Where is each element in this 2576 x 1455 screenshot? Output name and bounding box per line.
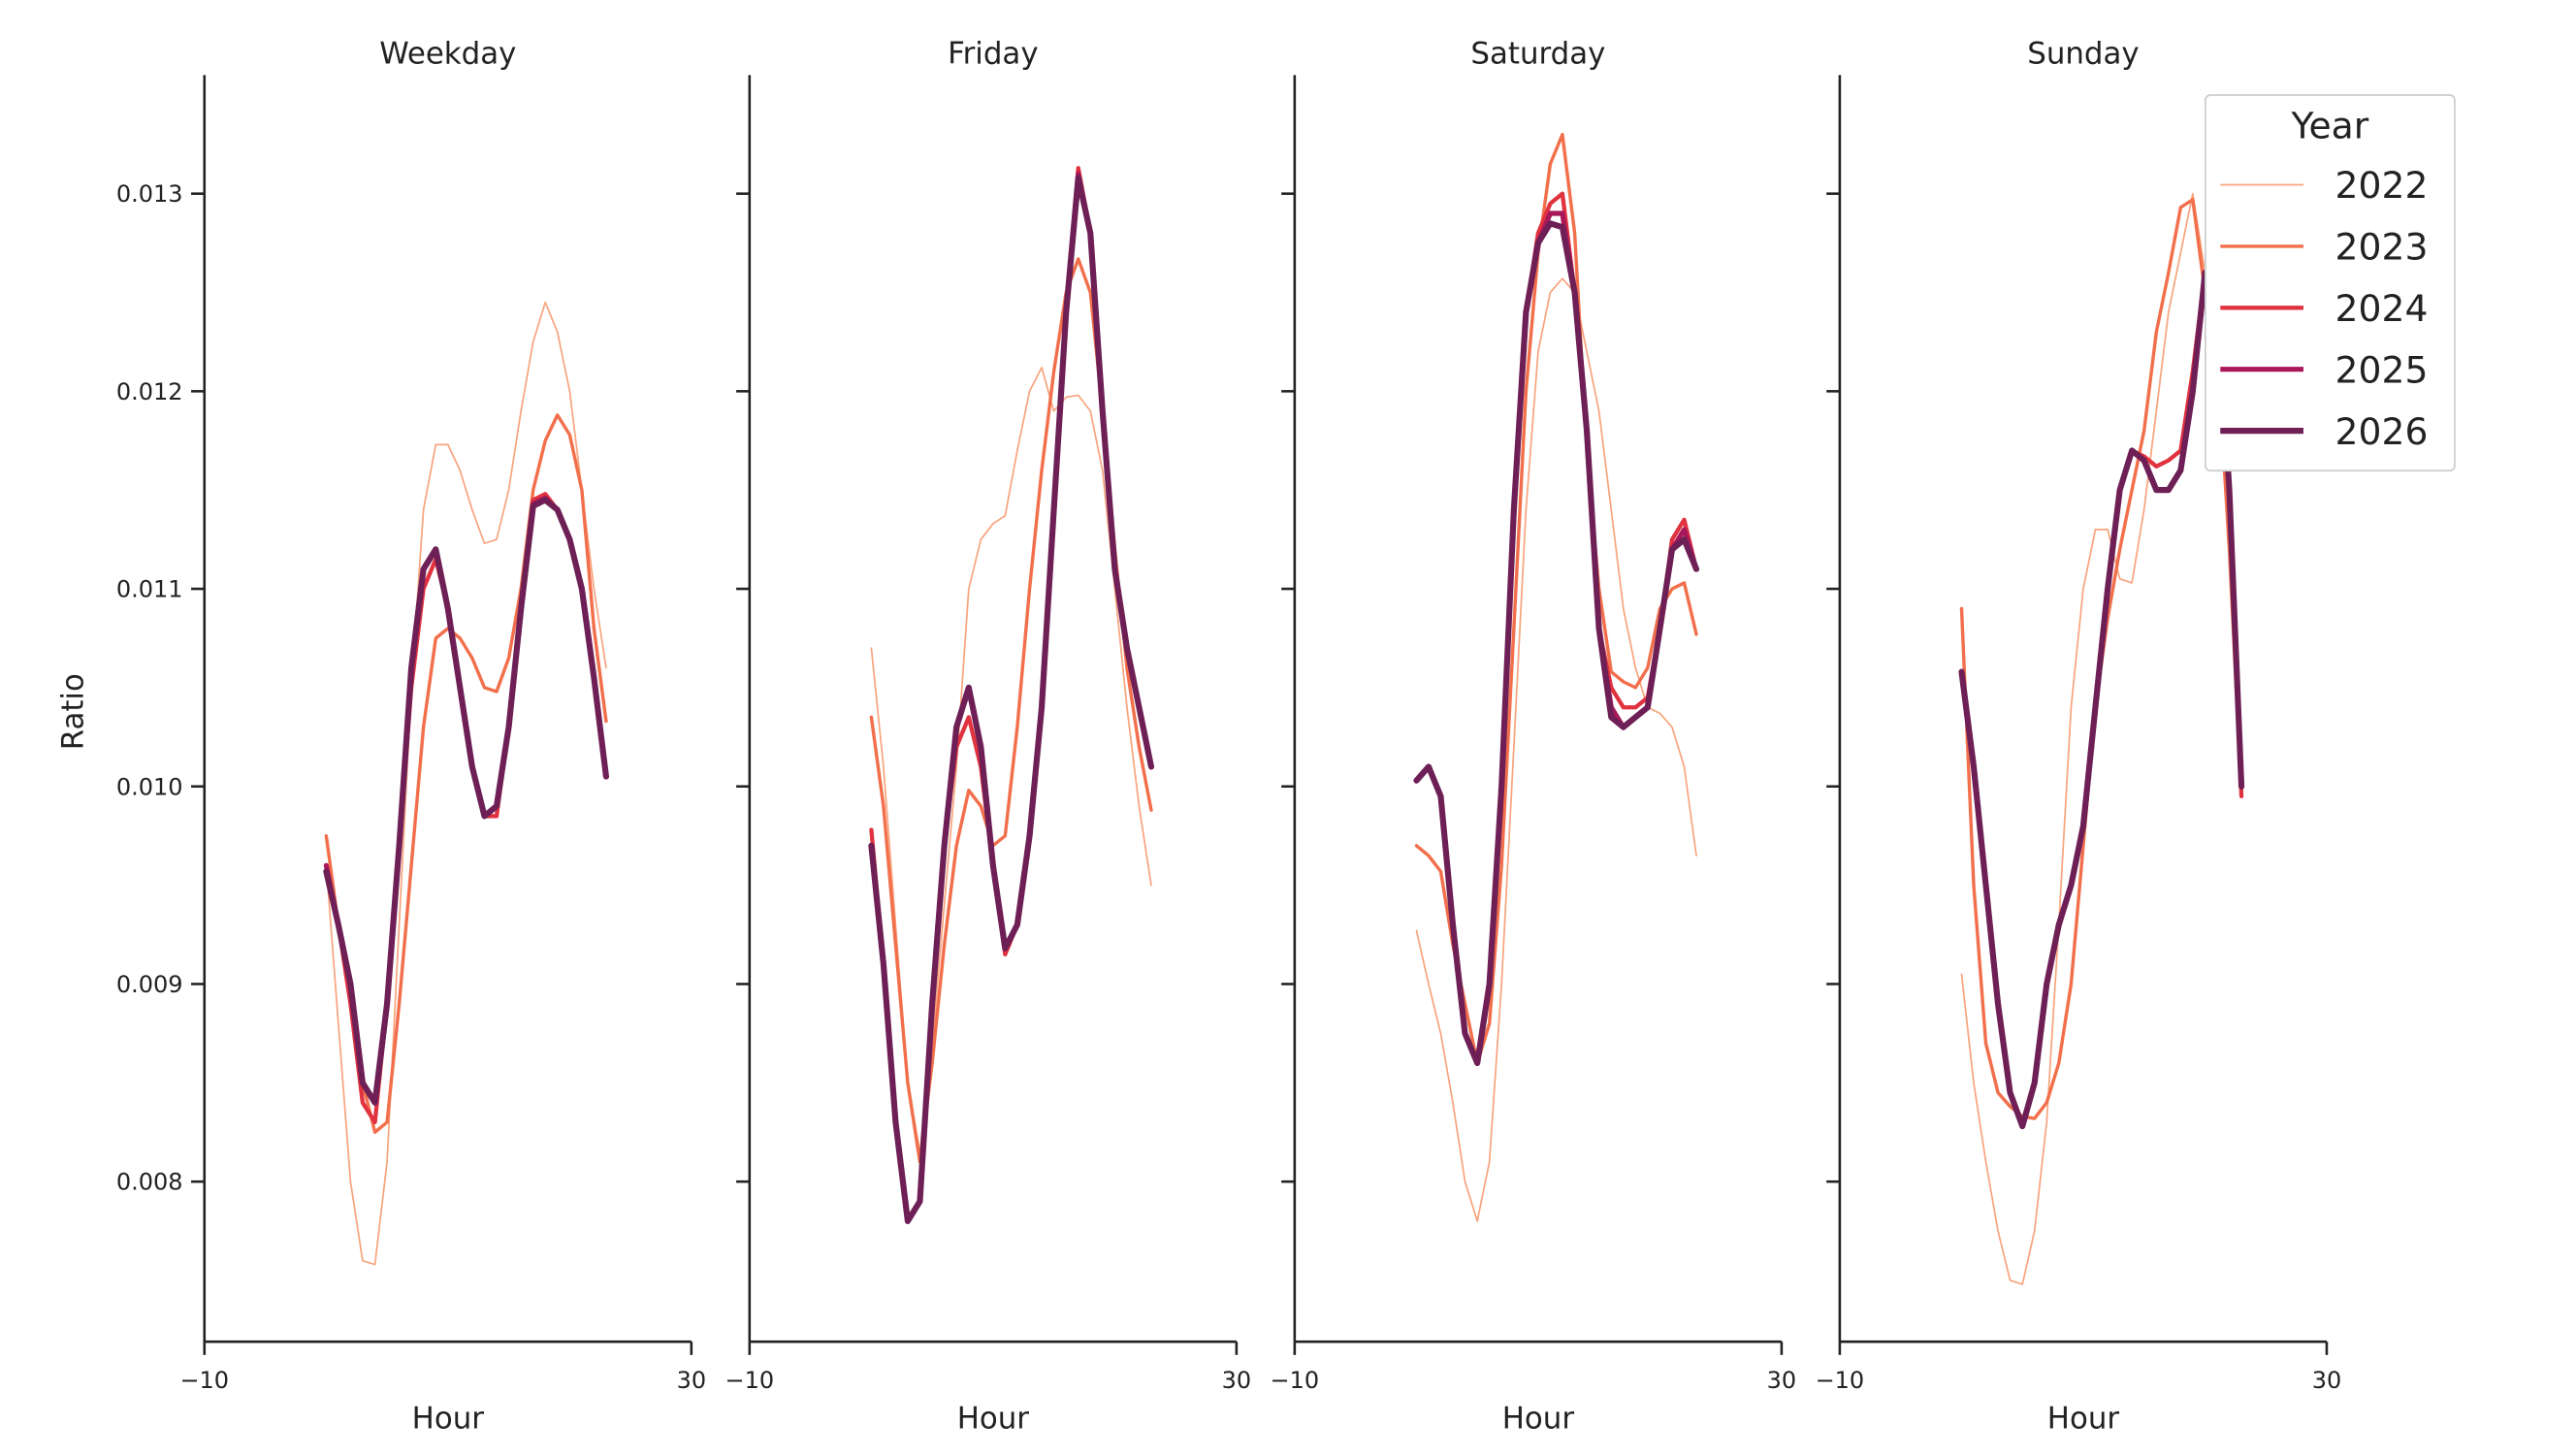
legend-item-2023: 2023	[2220, 226, 2428, 269]
legend-title: Year	[2290, 105, 2368, 147]
panel-title: Sunday	[2027, 36, 2139, 71]
series-line-2022	[1960, 192, 2242, 1285]
x-tick-label: 30	[1767, 1367, 1797, 1394]
legend-item-2022: 2022	[2220, 164, 2428, 207]
series-line-2023	[869, 257, 1153, 1164]
series-line-2023	[324, 413, 608, 1134]
y-tick-label: 0.013	[116, 180, 183, 208]
legend-label: 2023	[2335, 226, 2429, 269]
legend-label: 2026	[2335, 410, 2429, 453]
series-line-2024	[1959, 271, 2244, 1129]
series-line-2023	[1414, 132, 1698, 1065]
x-axis-label: Hour	[2047, 1401, 2120, 1436]
series-line-2026	[323, 497, 610, 1106]
legend: Year 2022 2023 2024 2025 2026	[2205, 94, 2456, 472]
panel-title: Friday	[948, 36, 1038, 71]
series-line-2024	[324, 492, 609, 1125]
x-tick-label: 30	[2312, 1367, 2342, 1394]
panel-saturday: Saturday −10 30 Hour	[1271, 36, 1797, 1436]
legend-item-2025: 2025	[2220, 348, 2428, 391]
y-tick-label: 0.009	[116, 971, 183, 998]
y-tick-label: 0.008	[116, 1169, 183, 1196]
series-line-2026	[1413, 220, 1700, 1067]
x-tick-label: −10	[179, 1367, 229, 1394]
panel-friday: Friday −10 30 Hour	[725, 36, 1252, 1436]
y-tick-label: 0.012	[116, 378, 183, 405]
x-axis-label: Hour	[412, 1401, 485, 1436]
series-line-2026	[1958, 270, 2245, 1130]
legend-label: 2025	[2335, 348, 2429, 391]
series-line-2025	[868, 171, 1154, 1224]
x-tick-label: −10	[1271, 1367, 1320, 1394]
series-line-2026	[868, 175, 1155, 1225]
legend-item-2024: 2024	[2220, 287, 2428, 330]
series-line-2022	[325, 301, 607, 1266]
y-tick-label: 0.010	[116, 773, 183, 800]
x-tick-label: −10	[1816, 1367, 1865, 1394]
panel-title: Weekday	[379, 36, 516, 71]
panel-weekday: Weekday 0.008 0.009 0.010 0.011 0.012 0.013 −10…	[116, 36, 706, 1436]
panel-title: Saturday	[1470, 36, 1605, 71]
panel-sunday: Sunday −10 30 Hour	[1816, 36, 2342, 1436]
y-tick-label: 0.011	[116, 576, 183, 603]
series-line-2024	[869, 166, 1154, 1224]
x-tick-label: −10	[725, 1367, 775, 1394]
legend-label: 2024	[2335, 287, 2429, 330]
legend-box	[2205, 94, 2456, 472]
legend-item-2026: 2026	[2220, 410, 2428, 453]
series-line-2022	[1415, 277, 1697, 1222]
series-line-2025	[1958, 270, 2244, 1129]
legend-label: 2022	[2335, 164, 2429, 207]
x-tick-label: 30	[1222, 1367, 1252, 1394]
x-axis-label: Hour	[1502, 1401, 1575, 1436]
series-line-2025	[323, 495, 609, 1106]
y-axis-label: Ratio	[56, 673, 91, 750]
x-axis-label: Hour	[957, 1401, 1030, 1436]
x-tick-label: 30	[677, 1367, 707, 1394]
